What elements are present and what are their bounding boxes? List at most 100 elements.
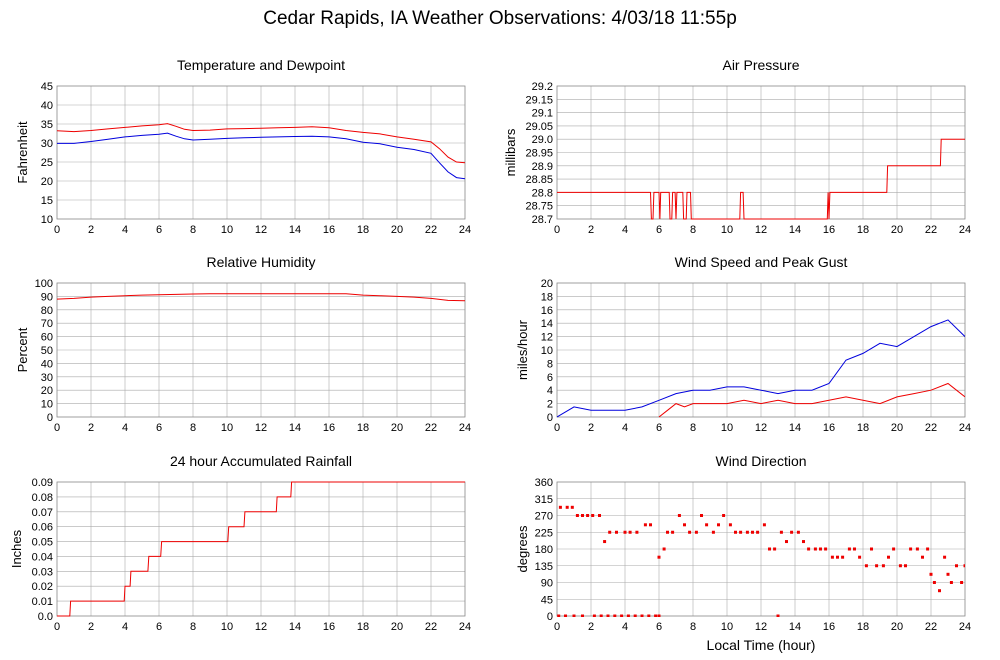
data-point <box>565 505 569 509</box>
y-tick-label: 0.08 <box>32 492 53 504</box>
x-tick-label: 12 <box>255 224 267 236</box>
x-tick-label: 6 <box>156 621 162 633</box>
chart-title: Air Pressure <box>722 57 799 73</box>
x-tick-label: 2 <box>588 224 594 236</box>
data-point <box>633 614 637 617</box>
data-point <box>734 530 737 534</box>
x-tick-label: 14 <box>789 422 801 434</box>
y-tick-label: 80 <box>41 305 53 317</box>
y-tick-label: 0.04 <box>32 551 53 563</box>
y-tick-label: 0.0 <box>38 611 53 623</box>
page-title: Cedar Rapids, IA Weather Observations: 4… <box>263 8 737 29</box>
plot-frame <box>56 85 466 220</box>
x-tick-label: 20 <box>391 621 403 633</box>
data-point <box>830 555 834 559</box>
y-tick-label: 0.01 <box>32 596 53 608</box>
x-tick-label: 2 <box>88 422 94 434</box>
y-tick-label: 4 <box>547 385 553 397</box>
data-point <box>824 547 828 551</box>
y-tick-label: 135 <box>535 561 553 573</box>
data-point <box>870 547 873 551</box>
data-point <box>847 547 851 551</box>
data-point <box>623 530 627 534</box>
x-tick-label: 14 <box>289 422 301 434</box>
y-tick-label: 0 <box>547 412 553 424</box>
x-tick-label: 2 <box>88 621 94 633</box>
data-point <box>640 614 644 617</box>
y-tick-label: 30 <box>41 138 53 150</box>
data-point <box>564 614 567 617</box>
y-tick-label: 0.07 <box>32 507 53 519</box>
y-tick-label: 360 <box>535 477 553 489</box>
x-tick-label: 4 <box>122 422 128 434</box>
chart-title: Relative Humidity <box>207 254 316 270</box>
data-point <box>921 555 924 559</box>
y-tick-label: 90 <box>541 578 553 590</box>
x-tick-label: 2 <box>588 422 594 434</box>
x-tick-label: 8 <box>690 224 696 236</box>
x-tick-label: 12 <box>755 621 767 633</box>
y-tick-label: 20 <box>41 176 53 188</box>
x-tick-label: 22 <box>425 621 437 633</box>
x-tick-label: 16 <box>323 621 335 633</box>
x-tick-label: 20 <box>891 621 903 633</box>
data-point <box>785 540 788 544</box>
x-tick-label: 6 <box>656 621 662 633</box>
x-tick-label: 2 <box>588 621 594 633</box>
data-point <box>643 523 647 527</box>
x-tick-label: 24 <box>459 422 471 434</box>
data-point <box>615 530 618 534</box>
x-tick-label: 22 <box>925 422 937 434</box>
chart-rain: 0 2 4 6 8 10 12 14 16 18 20 22 240.00.010.020.030.04… <box>9 453 471 633</box>
data-point <box>853 547 856 551</box>
data-point <box>683 523 686 527</box>
chart-title: Wind Speed and Peak Gust <box>675 254 848 270</box>
data-point <box>963 564 965 568</box>
y-tick-label: 0.06 <box>32 522 53 534</box>
data-point <box>739 530 743 534</box>
data-point <box>654 614 658 617</box>
data-point <box>768 547 771 551</box>
x-tick-label: 22 <box>425 224 437 236</box>
data-point <box>606 614 610 617</box>
data-point <box>647 614 651 617</box>
data-point <box>711 530 715 534</box>
data-point <box>796 530 800 534</box>
data-point <box>717 523 720 527</box>
data-point <box>666 530 669 534</box>
x-tick-label: 6 <box>656 422 662 434</box>
data-point <box>575 514 579 517</box>
data-point <box>662 547 666 551</box>
x-tick-label: 22 <box>925 224 937 236</box>
series-line-red <box>57 123 465 164</box>
y-tick-label: 50 <box>41 345 53 357</box>
chart-temp: 0 2 4 6 8 10 12 14 16 18 20 22 241015202530354045Tem… <box>15 57 471 236</box>
data-point <box>657 614 661 617</box>
x-tick-label: 18 <box>857 224 869 236</box>
y-tick-label: 25 <box>41 157 53 169</box>
x-tick-label: 4 <box>122 224 128 236</box>
y-tick-label: 70 <box>41 318 53 330</box>
y-tick-label: 28.8 <box>532 187 553 199</box>
y-tick-label: 28.9 <box>532 161 553 173</box>
data-point <box>657 555 661 559</box>
y-tick-label: 0.09 <box>32 477 53 489</box>
x-tick-label: 4 <box>622 422 628 434</box>
data-point <box>608 530 612 534</box>
data-point <box>700 514 703 517</box>
x-tick-label: 12 <box>755 422 767 434</box>
chart-wind: 0 2 4 6 8 10 12 14 16 18 20 22 2402468101214161820Wi… <box>515 254 971 434</box>
series-line-red <box>57 481 465 617</box>
x-tick-label: 6 <box>156 224 162 236</box>
x-tick-label: 0 <box>554 224 560 236</box>
x-tick-label: 0 <box>54 621 60 633</box>
data-point <box>572 614 576 617</box>
plot-frame <box>56 282 466 418</box>
data-point <box>581 614 584 617</box>
y-tick-label: 14 <box>541 318 553 330</box>
y-tick-label: 0 <box>547 611 553 623</box>
data-point <box>875 564 879 568</box>
y-tick-label: 0.05 <box>32 537 53 549</box>
data-point <box>591 514 595 517</box>
